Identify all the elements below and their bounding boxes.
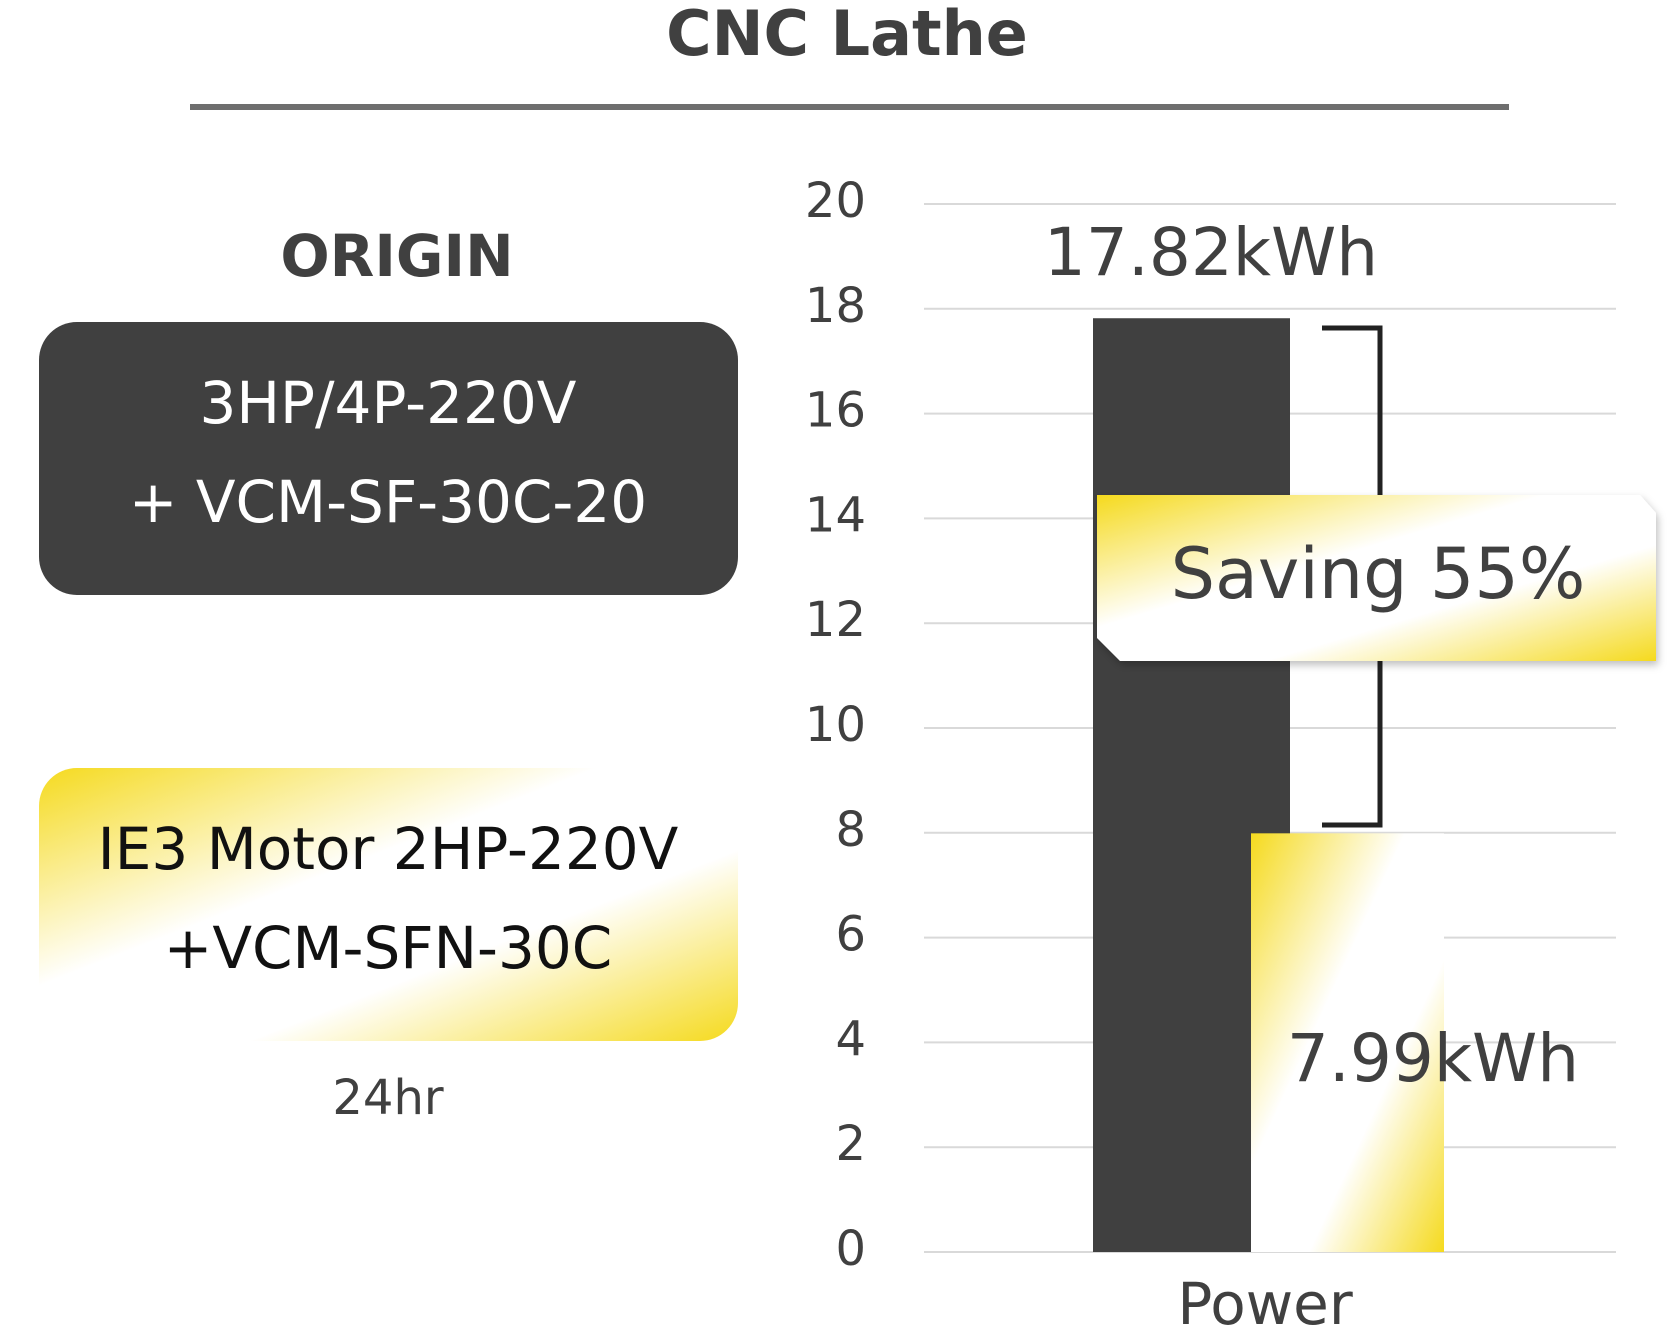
legend-box — [39, 322, 738, 595]
y-tick-label: 18 — [805, 278, 866, 334]
y-tick-label: 12 — [805, 592, 866, 648]
legend-label: +VCM-SFN-30C — [164, 914, 613, 982]
callout-box — [1097, 495, 1656, 661]
legend-label: IE3 Motor 2HP-220V — [98, 815, 679, 883]
x-tick-label: Power — [1177, 1270, 1353, 1338]
y-tick-label: 14 — [805, 487, 866, 543]
y-tick-label: 6 — [835, 907, 866, 963]
legend-label: + VCM-SF-30C-20 — [129, 468, 647, 536]
annotation: Saving 55% — [1171, 533, 1586, 615]
y-tick-label: 0 — [835, 1221, 866, 1277]
y-tick-label: 4 — [835, 1011, 866, 1067]
y-tick-label: 16 — [805, 383, 866, 439]
legend-box — [39, 768, 738, 1041]
bar — [1251, 833, 1444, 1252]
legend-label: 3HP/4P-220V — [200, 369, 577, 437]
legend-title: ORIGIN — [280, 222, 513, 290]
note: 24hr — [332, 1070, 444, 1126]
y-tick-label: 2 — [835, 1116, 866, 1172]
y-tick-label: 10 — [805, 697, 866, 753]
chart-title: CNC Lathe — [666, 0, 1028, 70]
y-tick-label: 20 — [805, 173, 866, 229]
value-label: 17.82kWh — [1044, 214, 1378, 291]
value-label: 7.99kWh — [1287, 1020, 1579, 1097]
y-tick-label: 8 — [835, 802, 866, 858]
